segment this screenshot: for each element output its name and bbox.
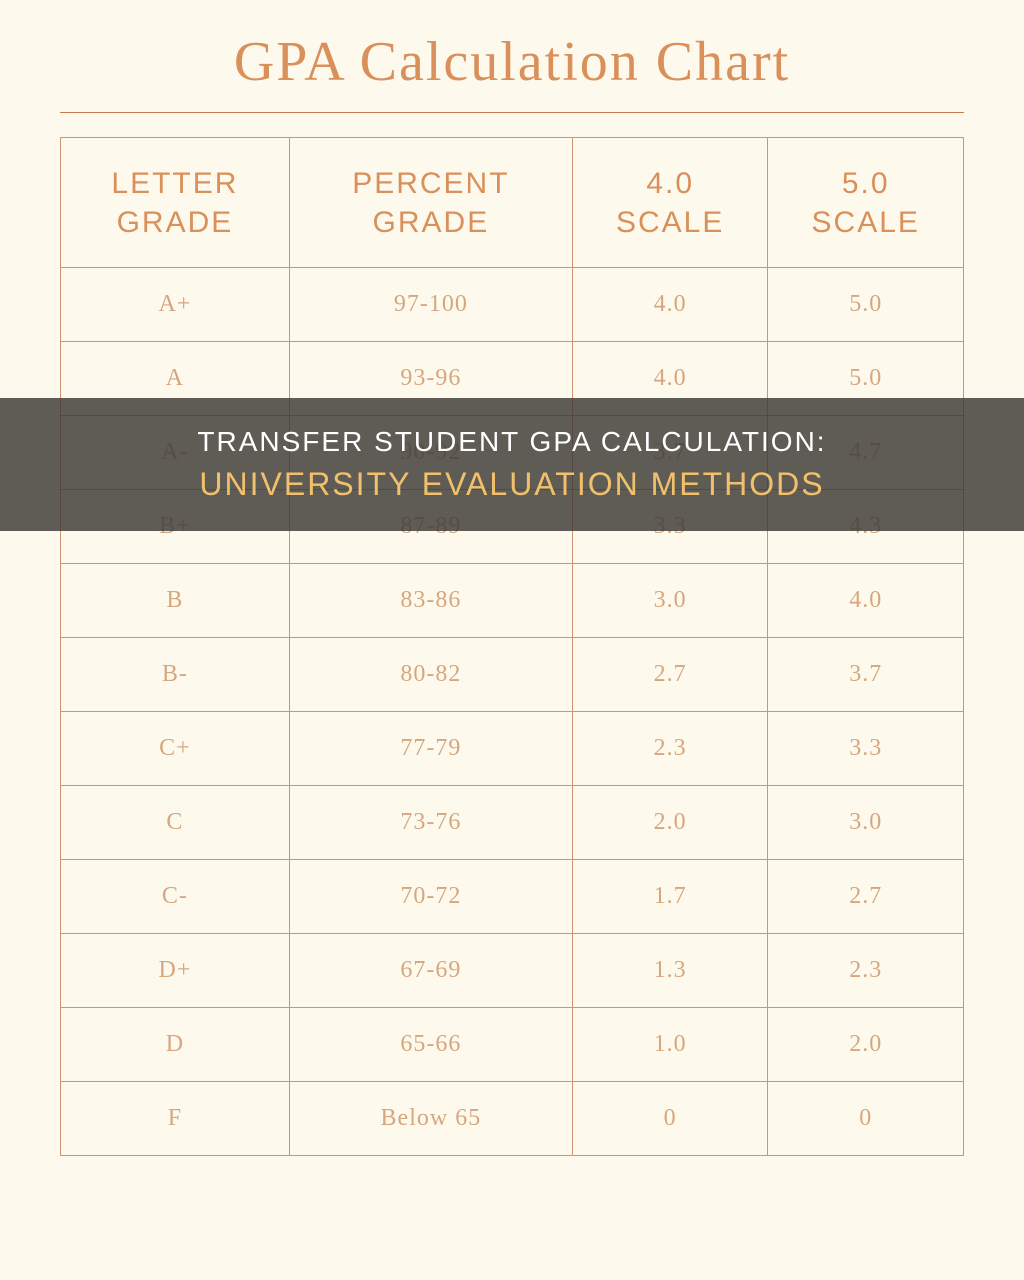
table-row: B83-863.04.0	[61, 564, 964, 638]
overlay-banner: TRANSFER STUDENT GPA CALCULATION: UNIVER…	[0, 398, 1024, 531]
table-cell: 3.7	[768, 638, 964, 712]
table-cell: Below 65	[289, 1082, 572, 1156]
table-cell: C+	[61, 712, 290, 786]
table-cell: 2.7	[768, 860, 964, 934]
table-row: D+67-691.32.3	[61, 934, 964, 1008]
table-cell: B	[61, 564, 290, 638]
table-cell: 5.0	[768, 268, 964, 342]
table-cell: 4.0	[768, 564, 964, 638]
table-header-cell: PERCENTGRADE	[289, 138, 572, 268]
table-cell: 2.0	[572, 786, 768, 860]
page-title: GPA Calculation Chart	[60, 30, 964, 94]
table-cell: 97-100	[289, 268, 572, 342]
table-cell: 1.7	[572, 860, 768, 934]
table-cell: 1.0	[572, 1008, 768, 1082]
table-cell: B-	[61, 638, 290, 712]
table-header-cell: 4.0SCALE	[572, 138, 768, 268]
table-cell: F	[61, 1082, 290, 1156]
table-row: FBelow 6500	[61, 1082, 964, 1156]
table-header-cell: LETTERGRADE	[61, 138, 290, 268]
chart-container: GPA Calculation Chart LETTERGRADEPERCENT…	[0, 0, 1024, 1280]
table-cell: 3.0	[768, 786, 964, 860]
table-cell: 2.3	[572, 712, 768, 786]
table-cell: 65-66	[289, 1008, 572, 1082]
table-cell: 2.0	[768, 1008, 964, 1082]
table-cell: 83-86	[289, 564, 572, 638]
table-row: B-80-822.73.7	[61, 638, 964, 712]
table-cell: 73-76	[289, 786, 572, 860]
table-cell: 3.3	[768, 712, 964, 786]
table-cell: C-	[61, 860, 290, 934]
table-cell: D+	[61, 934, 290, 1008]
table-cell: 2.3	[768, 934, 964, 1008]
overlay-line1: TRANSFER STUDENT GPA CALCULATION:	[197, 426, 826, 458]
table-row: C73-762.03.0	[61, 786, 964, 860]
gpa-table: LETTERGRADEPERCENTGRADE4.0SCALE5.0SCALE …	[60, 137, 964, 1156]
table-row: D65-661.02.0	[61, 1008, 964, 1082]
table-cell: 1.3	[572, 934, 768, 1008]
table-header-row: LETTERGRADEPERCENTGRADE4.0SCALE5.0SCALE	[61, 138, 964, 268]
table-cell: 77-79	[289, 712, 572, 786]
table-cell: 67-69	[289, 934, 572, 1008]
table-header-cell: 5.0SCALE	[768, 138, 964, 268]
table-row: C-70-721.72.7	[61, 860, 964, 934]
table-cell: 0	[572, 1082, 768, 1156]
table-cell: D	[61, 1008, 290, 1082]
overlay-line2: UNIVERSITY EVALUATION METHODS	[199, 466, 824, 503]
table-cell: A+	[61, 268, 290, 342]
table-cell: 3.0	[572, 564, 768, 638]
table-row: A+97-1004.05.0	[61, 268, 964, 342]
table-cell: 70-72	[289, 860, 572, 934]
table-cell: 0	[768, 1082, 964, 1156]
title-rule	[60, 112, 964, 113]
table-cell: 80-82	[289, 638, 572, 712]
table-row: C+77-792.33.3	[61, 712, 964, 786]
table-cell: C	[61, 786, 290, 860]
table-cell: 2.7	[572, 638, 768, 712]
table-cell: 4.0	[572, 268, 768, 342]
